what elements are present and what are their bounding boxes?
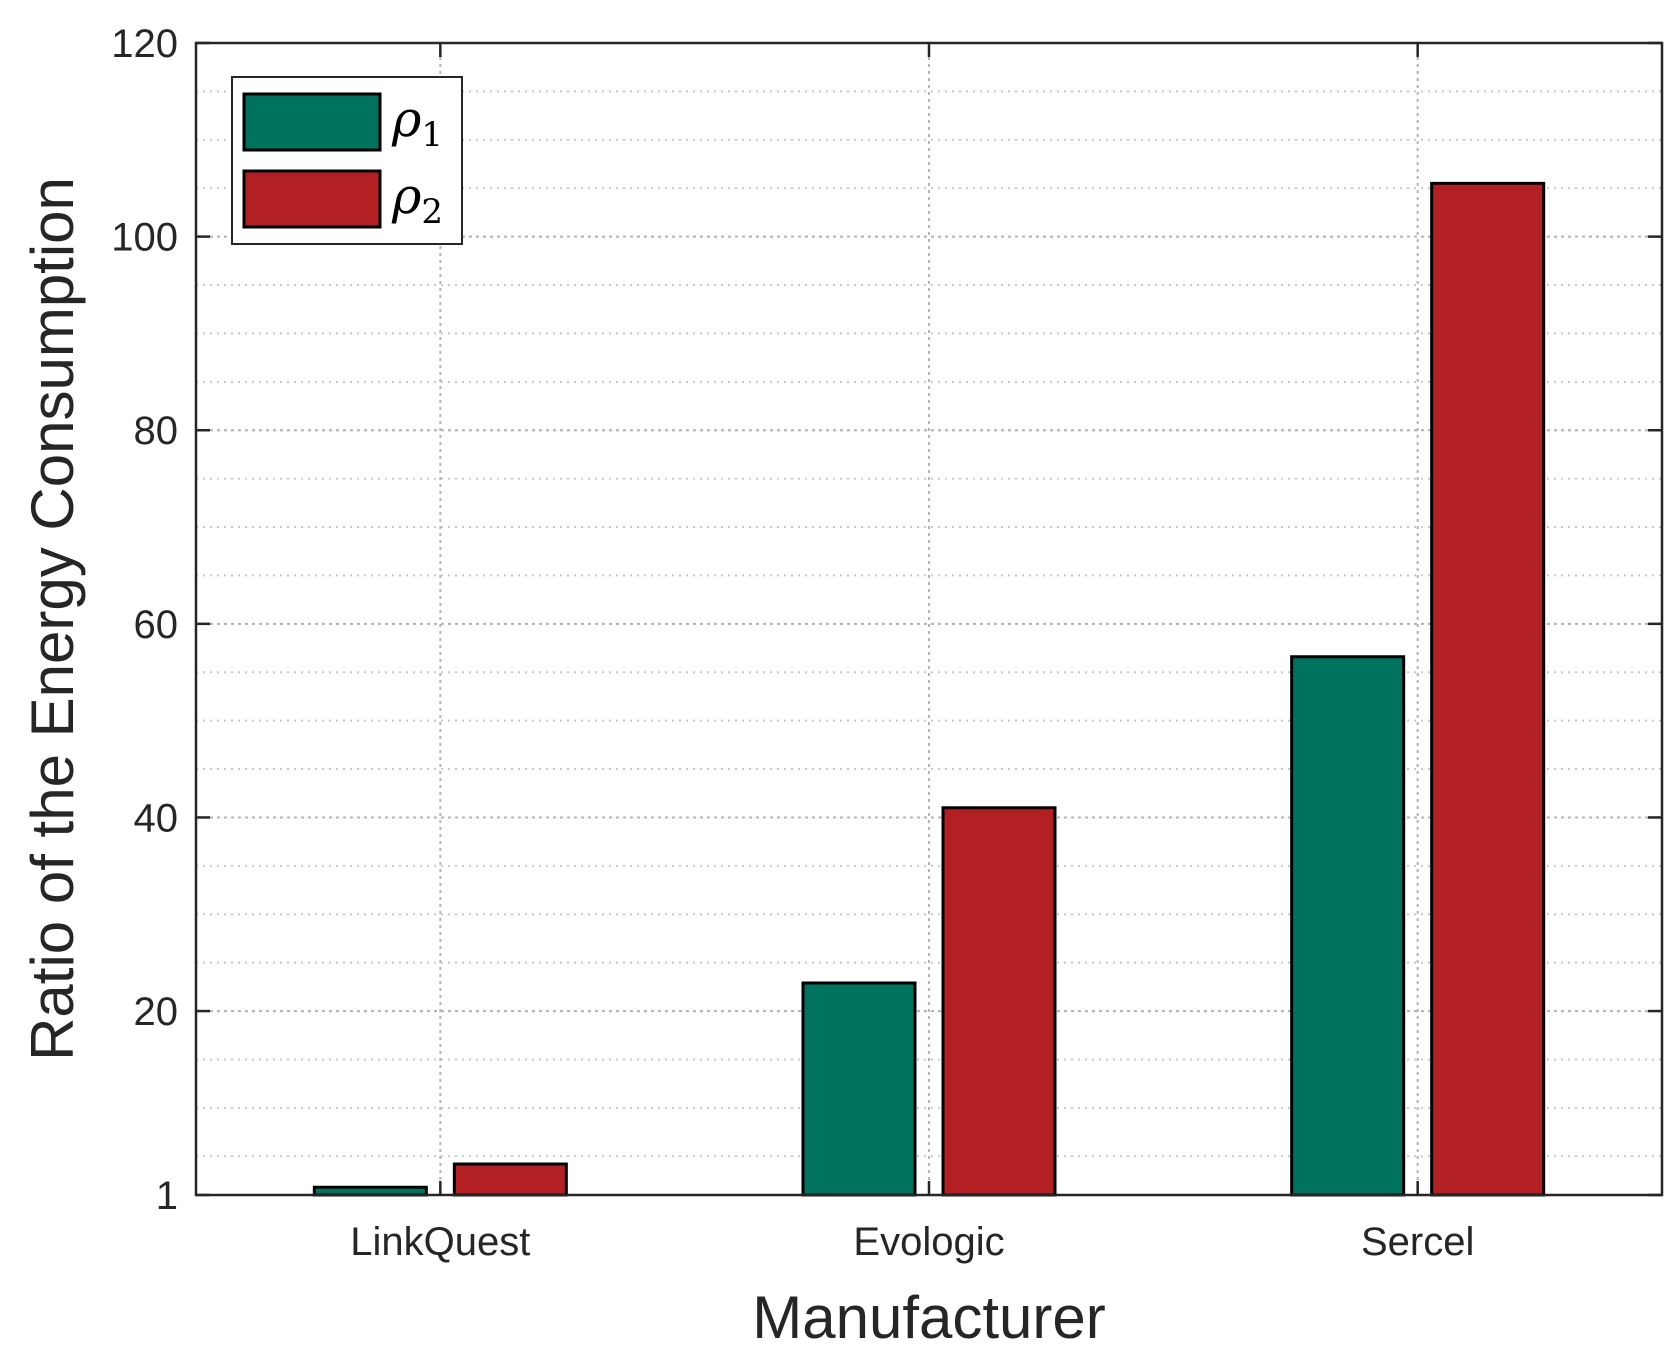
- legend-symbol-rho2: ρ: [391, 167, 422, 225]
- bar-linkquest-rho2: [452, 1162, 568, 1197]
- bar-evologic-rho2: [941, 806, 1057, 1197]
- y-tick-label: 20: [134, 990, 179, 1034]
- x-tick-label-evologic: Evologic: [853, 1220, 1004, 1264]
- legend-swatch-rho1: [242, 92, 382, 152]
- y-axis-title: Ratio of the Energy Consumption: [19, 177, 86, 1061]
- x-tick-label-linkquest: LinkQuest: [350, 1220, 530, 1264]
- y-tick-label: 120: [111, 22, 178, 66]
- bar-evologic-rho1: [801, 981, 917, 1197]
- legend: ρ1 ρ2: [231, 76, 463, 245]
- axes: [194, 41, 1664, 1197]
- y-tick-label: 1: [156, 1174, 178, 1218]
- bar-sercel-rho1: [1290, 655, 1406, 1197]
- y-tick-label: 60: [134, 603, 179, 647]
- legend-symbol-rho1: ρ: [391, 90, 422, 148]
- bars: [312, 181, 1546, 1197]
- legend-subscript-rho1: 1: [421, 115, 443, 155]
- legend-label-rho2: ρ2: [391, 167, 443, 232]
- y-tick-label: 100: [111, 216, 178, 260]
- legend-label-rho1: ρ1: [391, 90, 443, 155]
- legend-swatch-rho2: [242, 169, 382, 229]
- y-tick-label: 80: [134, 409, 179, 453]
- y-tick-label: 40: [134, 796, 179, 840]
- bar-sercel-rho2: [1430, 181, 1546, 1197]
- x-axis-title: Manufacturer: [752, 1284, 1106, 1351]
- x-tick-label-sercel: Sercel: [1361, 1220, 1474, 1264]
- legend-subscript-rho2: 2: [421, 192, 443, 232]
